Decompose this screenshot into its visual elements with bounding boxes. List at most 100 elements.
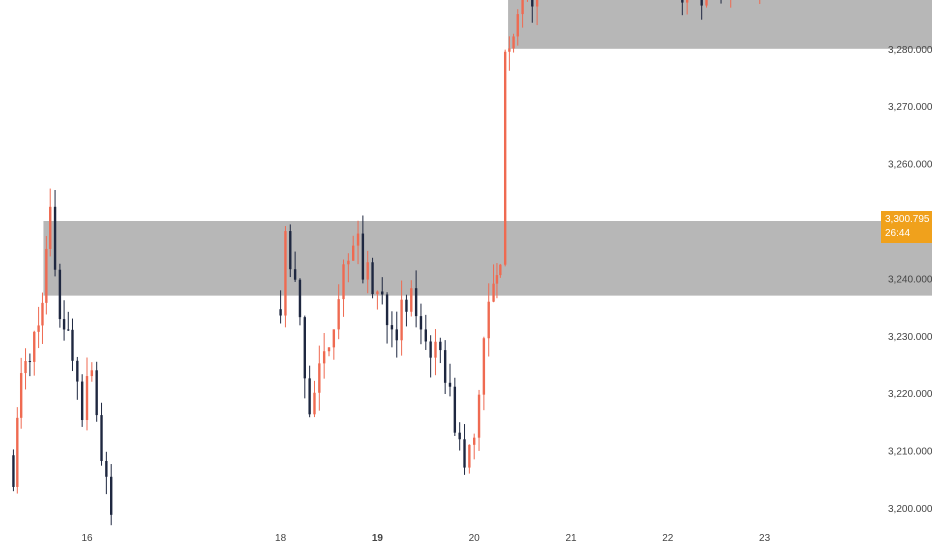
candle-body [284, 231, 287, 316]
candle-body [463, 439, 466, 468]
y-tick-label: 3,230.000 [888, 332, 932, 343]
candle-body [468, 444, 471, 468]
y-tick-label: 3,200.000 [888, 504, 932, 515]
candle-body [458, 432, 461, 440]
countdown-label: 26:44 [885, 228, 911, 239]
candle-body [400, 299, 403, 341]
candle-body [327, 347, 331, 352]
candle-body [58, 269, 62, 320]
candle-body [371, 262, 374, 295]
candle-body [385, 294, 389, 326]
candle-body [342, 264, 345, 300]
y-tick-label: 3,240.000 [888, 274, 932, 285]
candle-body [100, 415, 103, 461]
candle-body [332, 329, 336, 348]
y-tick-label: 3,260.000 [888, 160, 932, 171]
candle-body [705, 0, 708, 6]
candle-body [303, 317, 306, 379]
candle-body [492, 283, 495, 302]
candle-body [410, 288, 413, 312]
candle-body [531, 0, 534, 7]
candle-body [487, 301, 490, 339]
support-resistance-zones [43, 0, 932, 296]
candle-body [33, 331, 36, 362]
candle-body [67, 329, 70, 331]
candle-body [71, 329, 74, 361]
candle-body [681, 0, 684, 3]
candle-body [49, 206, 52, 249]
candle-body [499, 264, 502, 276]
candlesticks [12, 0, 761, 526]
x-tick-label: 23 [759, 533, 771, 544]
candle-body [24, 361, 27, 374]
x-tick-label: 16 [81, 533, 93, 544]
candle-body [516, 14, 519, 37]
candle-body [110, 476, 113, 515]
candle-body [535, 0, 539, 7]
candle-body [85, 376, 89, 421]
candle-body [477, 394, 481, 438]
candle-body [53, 206, 57, 270]
candle-body [308, 378, 311, 415]
candle-body [512, 36, 515, 49]
candle-body [414, 288, 418, 317]
candle-body [700, 0, 703, 6]
candle-body [381, 291, 384, 295]
x-tick-label: 20 [469, 533, 481, 544]
candle-body [434, 341, 437, 358]
candle-body [495, 275, 499, 284]
price-zone [43, 221, 932, 296]
time-axis[interactable]: 1618192021222325262728 [81, 533, 932, 544]
candle-body [376, 291, 379, 295]
candle-body [482, 338, 486, 395]
candle-body [473, 437, 476, 445]
candle-body [16, 417, 19, 487]
candle-body [503, 51, 507, 265]
candle-body [337, 299, 340, 330]
candle-body [419, 316, 423, 330]
candle-body [453, 386, 457, 433]
candle-body [356, 233, 360, 246]
candle-body [395, 329, 398, 341]
price-zone [508, 0, 932, 49]
y-tick-label: 3,280.000 [888, 45, 932, 56]
candle-body [298, 279, 302, 318]
candle-body [289, 231, 292, 270]
candle-body [429, 341, 432, 358]
y-tick-label: 3,210.000 [888, 447, 932, 458]
candle-body [12, 455, 15, 487]
candle-body [521, 0, 524, 15]
candle-body [448, 382, 452, 387]
candle-body [508, 48, 511, 52]
candle-body [293, 269, 297, 280]
candle-body [28, 361, 32, 363]
x-tick-label: 21 [565, 533, 577, 544]
candle-body [361, 233, 365, 280]
candle-body [105, 460, 108, 477]
candle-body [45, 248, 48, 303]
candle-body [90, 370, 94, 377]
y-tick-label: 3,220.000 [888, 389, 932, 400]
candle-body [347, 260, 350, 265]
current-price-badge: 3,300.795 26:44 [881, 211, 932, 243]
candle-body [318, 363, 321, 393]
candle-body [37, 325, 40, 332]
candle-body [443, 350, 447, 383]
x-tick-label: 22 [662, 533, 674, 544]
candle-body [352, 245, 355, 261]
candle-body [19, 373, 23, 418]
candle-body [366, 262, 369, 280]
candle-body [405, 299, 408, 312]
candle-body [439, 341, 442, 351]
x-tick-label: 19 [372, 533, 384, 544]
candle-body [76, 360, 79, 382]
candle-body [390, 325, 394, 330]
candle-body [62, 319, 66, 330]
y-tick-label: 3,270.000 [888, 102, 932, 113]
candle-body [80, 381, 84, 421]
candle-body [279, 309, 282, 316]
candle-body [313, 392, 316, 415]
candle-body [424, 329, 427, 342]
